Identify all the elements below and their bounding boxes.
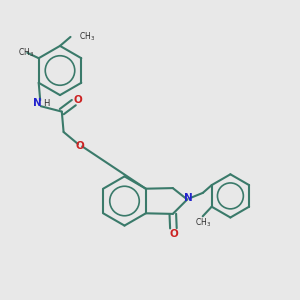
Text: O: O — [73, 95, 82, 105]
Text: CH$_3$: CH$_3$ — [79, 31, 95, 43]
Text: H: H — [43, 99, 50, 108]
Text: O: O — [169, 229, 178, 239]
Text: CH$_3$: CH$_3$ — [18, 46, 34, 59]
Text: CH$_3$: CH$_3$ — [195, 216, 211, 229]
Text: N: N — [184, 193, 193, 203]
Text: O: O — [76, 140, 85, 151]
Text: N: N — [33, 98, 42, 108]
